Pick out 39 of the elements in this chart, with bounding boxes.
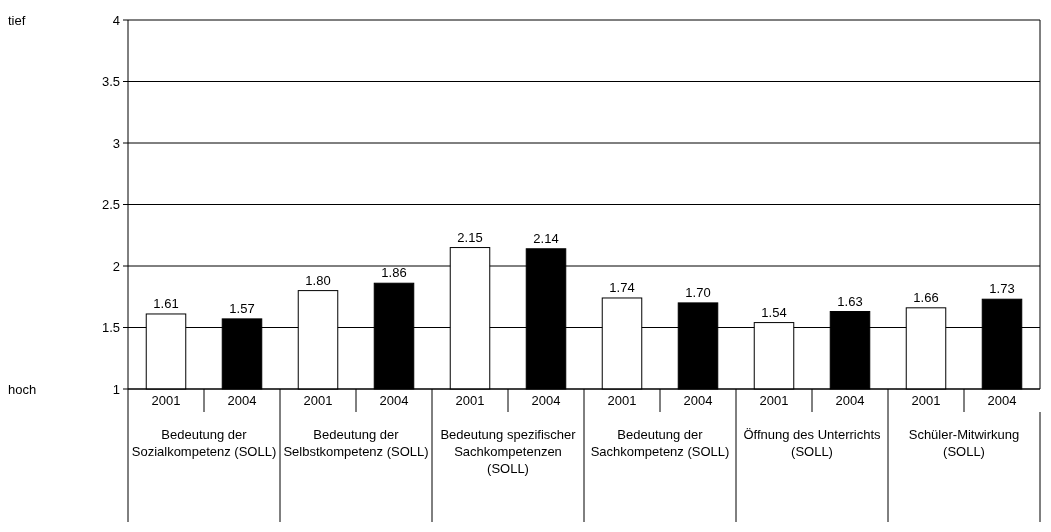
x-tick-label: 2004 bbox=[379, 393, 409, 408]
text: Bedeutung spezifischer Sachkompetenzen (SOLL) bbox=[440, 427, 577, 476]
x-tick-label: 2001 bbox=[303, 393, 333, 408]
data-label: 1.66 bbox=[913, 289, 939, 305]
text: Öffnung des Unterrichts (SOLL) bbox=[743, 427, 882, 459]
y-tick-label: 1.5 bbox=[101, 320, 120, 336]
x-tick-label: 2004 bbox=[531, 393, 561, 408]
data-label: 1.63 bbox=[837, 293, 863, 309]
y-tick-label: 4 bbox=[112, 12, 120, 28]
text: Schüler-Mitwirkung (SOLL) bbox=[908, 427, 1020, 459]
x-tick-label: 2001 bbox=[759, 393, 789, 408]
y-tick-label: 2 bbox=[112, 258, 120, 274]
x-tick-label: 2001 bbox=[911, 393, 941, 408]
x-tick-label: 2004 bbox=[227, 393, 257, 408]
y-tick-label: 3.5 bbox=[101, 74, 120, 90]
data-label: 1.70 bbox=[685, 284, 711, 300]
x-tick-label: 2004 bbox=[987, 393, 1017, 408]
y-tick-label: 1 bbox=[112, 381, 120, 397]
text: Bedeutung der Selbstkompetenz (SOLL) bbox=[283, 427, 429, 459]
y-tick-label: 3 bbox=[112, 135, 120, 151]
x-tick-label: 2004 bbox=[835, 393, 865, 408]
x-tick-label: 2004 bbox=[683, 393, 713, 408]
text: Bedeutung der Sachkompetenz (SOLL) bbox=[590, 427, 730, 459]
data-label: 1.57 bbox=[229, 300, 255, 316]
data-label: 1.54 bbox=[761, 304, 787, 320]
text: tief bbox=[8, 12, 26, 28]
data-label: 2.14 bbox=[533, 230, 559, 246]
data-label: 1.61 bbox=[153, 295, 179, 311]
text: hoch bbox=[8, 381, 37, 397]
x-tick-label: 2001 bbox=[151, 393, 181, 408]
data-label: 1.74 bbox=[609, 279, 635, 295]
data-label: 1.86 bbox=[381, 265, 407, 281]
data-label: 2.15 bbox=[457, 229, 483, 245]
y-tick-label: 2.5 bbox=[101, 197, 120, 213]
data-label: 1.73 bbox=[989, 281, 1015, 297]
data-label: 1.80 bbox=[305, 272, 331, 288]
text: Bedeutung der Sozialkompetenz (SOLL) bbox=[131, 427, 277, 459]
x-tick-label: 2001 bbox=[607, 393, 637, 408]
x-tick-label: 2001 bbox=[455, 393, 485, 408]
